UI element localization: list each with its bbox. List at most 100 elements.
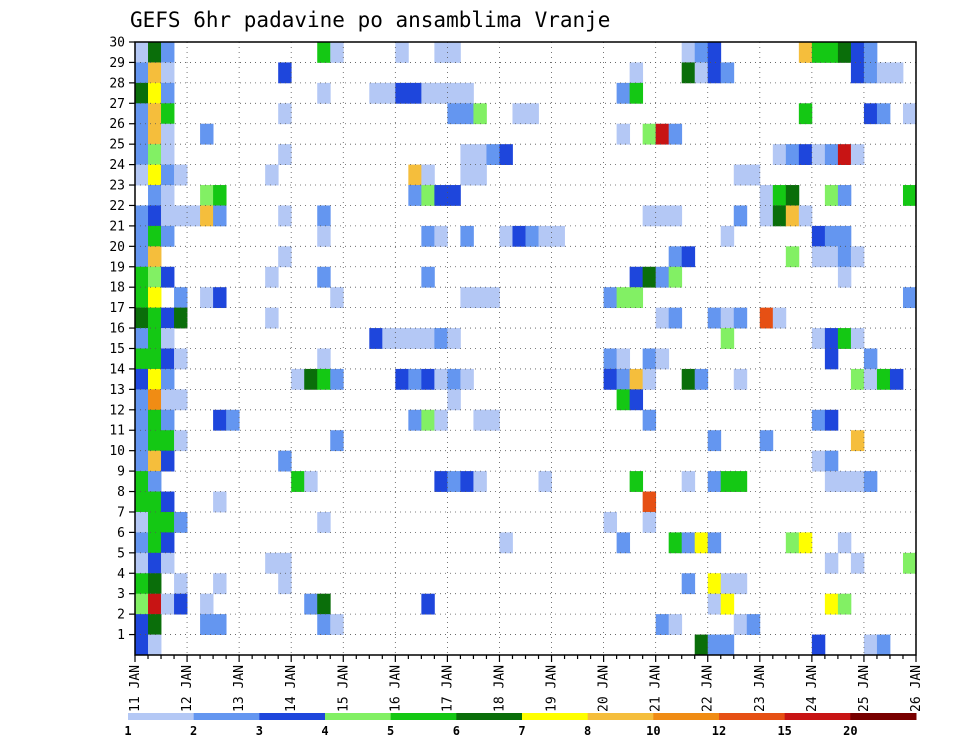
heatmap-cell [694, 368, 709, 390]
heatmap-cell [434, 471, 448, 492]
heatmap-cell [733, 614, 748, 635]
heatmap-cell [395, 328, 409, 349]
y-tick-label: 24 [109, 158, 125, 173]
y-tick-label: 19 [109, 260, 125, 275]
heatmap-cell [161, 266, 175, 288]
heatmap-cell [733, 573, 748, 595]
heatmap-cell [486, 287, 500, 309]
heatmap-cell [330, 430, 344, 452]
heatmap-cell [733, 368, 748, 390]
heatmap-cell [460, 82, 474, 104]
colorbar-label: 10 [646, 724, 660, 738]
x-tick-label: 26 JAN [909, 665, 924, 712]
heatmap-cell [746, 164, 761, 186]
heatmap-cell [642, 491, 657, 513]
x-tick-label: 23 JAN [753, 665, 768, 712]
heatmap-cell [434, 185, 448, 206]
colorbar-swatch [456, 713, 523, 720]
heatmap-cell [512, 103, 526, 125]
heatmap-cell [135, 328, 149, 349]
heatmap-cell [603, 348, 618, 370]
heatmap-cell [811, 409, 826, 431]
heatmap-cell [174, 430, 188, 452]
heatmap-cell [668, 205, 683, 227]
heatmap-cell [759, 430, 774, 452]
heatmap-cell [148, 532, 162, 554]
heatmap-cell [161, 185, 175, 206]
heatmap-cell [278, 246, 292, 268]
heatmap-cell [148, 103, 162, 125]
heatmap-cell [876, 368, 891, 390]
heatmap-cell [278, 573, 292, 595]
heatmap-cell [655, 266, 670, 288]
heatmap-cell [642, 409, 657, 431]
heatmap-cell [213, 185, 227, 206]
y-tick-label: 14 [109, 362, 125, 377]
heatmap-cell [850, 471, 865, 492]
grid-lines [135, 42, 916, 655]
heatmap-cell [837, 266, 852, 288]
heatmap-cell [317, 593, 331, 615]
colorbar-label: 6 [453, 724, 460, 738]
heatmap-cell [798, 42, 813, 63]
y-tick-label: 2 [117, 608, 125, 623]
heatmap-cell [174, 205, 188, 227]
colorbar-label: 4 [321, 724, 328, 738]
heatmap-cell [434, 225, 448, 247]
heatmap-cell [135, 103, 149, 125]
heatmap-cell [798, 103, 813, 125]
heatmap-cell [889, 62, 904, 84]
y-tick-label: 18 [109, 281, 125, 296]
heatmap-cell [642, 266, 657, 288]
y-tick-label: 7 [117, 505, 125, 520]
heatmap-cell [408, 328, 422, 349]
heatmap-cell [811, 225, 826, 247]
heatmap-cell [200, 287, 214, 309]
heatmap-cell [161, 368, 175, 390]
colorbar-swatch [850, 713, 917, 720]
heatmap-cell [733, 471, 748, 492]
heatmap-cell [213, 205, 227, 227]
heatmap-cell [798, 532, 813, 554]
heatmap-cell [655, 307, 670, 329]
heatmap-cell [876, 62, 891, 84]
heatmap-cell [447, 82, 461, 104]
heatmap-cell [148, 185, 162, 206]
heatmap-cell [733, 307, 748, 329]
heatmap-cell [681, 246, 696, 268]
heatmap-cell [278, 552, 292, 574]
heatmap-cell [824, 450, 839, 472]
heatmap-cell [629, 62, 644, 84]
heatmap-cell [707, 573, 722, 595]
heatmap-cell [135, 62, 149, 84]
heatmap-cell [317, 42, 331, 63]
heatmap-cell [161, 123, 175, 145]
heatmap-cell [161, 328, 175, 349]
heatmap-cell [369, 82, 383, 104]
heatmap-cell [317, 266, 331, 288]
heatmap-cell [473, 409, 487, 431]
heatmap-cell [772, 307, 787, 329]
heatmap-cell [135, 389, 149, 411]
heatmap-cell [447, 42, 461, 63]
heatmap-cell [850, 144, 865, 165]
heatmap-cell [616, 287, 631, 309]
heatmap-cell [135, 471, 149, 492]
heatmap-cell [473, 103, 487, 125]
heatmap-cell [135, 123, 149, 145]
x-tick-label: 22 JAN [701, 665, 716, 712]
heatmap-cell [161, 511, 175, 533]
heatmap-cell [148, 123, 162, 145]
heatmap-cell [746, 614, 761, 635]
heatmap-cell [382, 328, 396, 349]
colorbar-label: 12 [712, 724, 726, 738]
heatmap-cell [863, 62, 878, 84]
heatmap-cell [837, 471, 852, 492]
heatmap-cell [304, 593, 318, 615]
heatmap-cell [161, 348, 175, 370]
heatmap-cell [694, 634, 709, 656]
x-tick-label: 13 JAN [232, 665, 247, 712]
heatmap-cell [668, 614, 683, 635]
heatmap-cell [460, 225, 474, 247]
heatmap-cell [174, 573, 188, 595]
